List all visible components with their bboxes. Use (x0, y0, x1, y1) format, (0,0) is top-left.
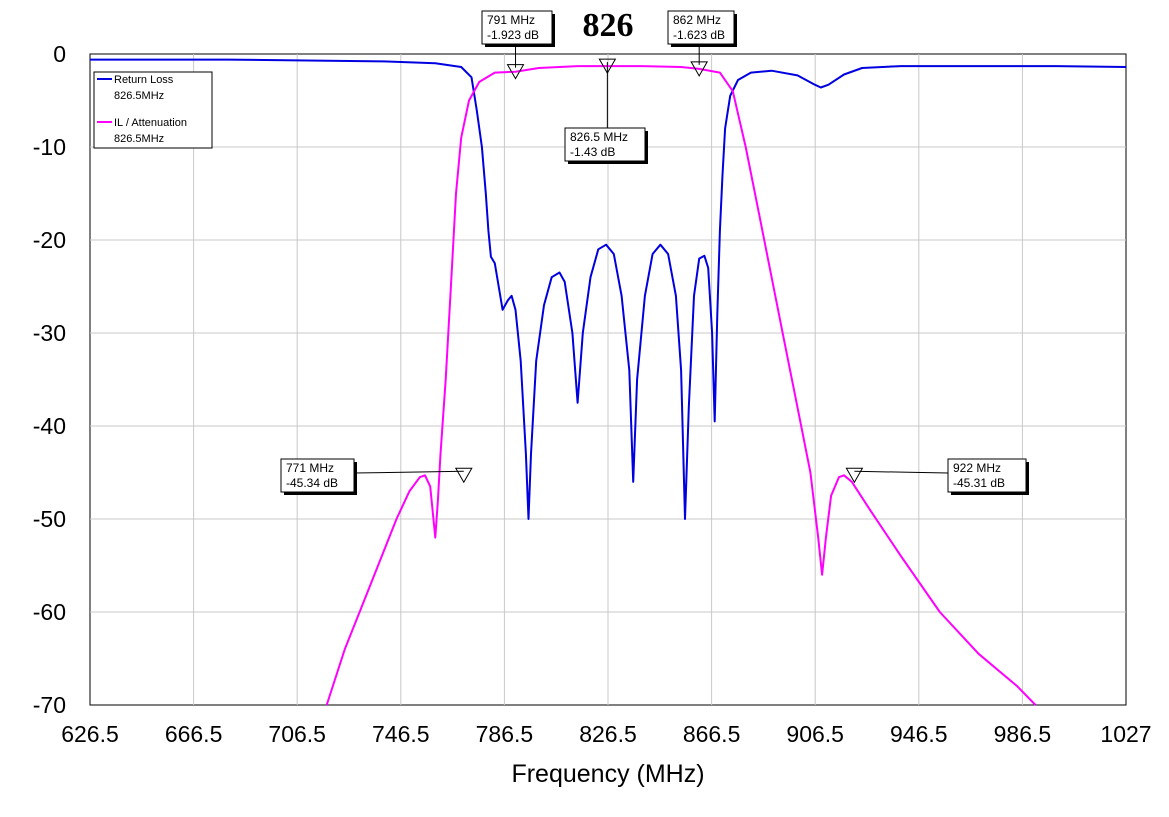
legend-sub-return-loss: 826.5MHz (114, 90, 164, 102)
x-axis-label: Frequency (MHz) (511, 760, 704, 788)
marker-box (667, 10, 735, 45)
y-tick-label: -30 (33, 320, 66, 346)
marker: 922 MHz-45.31 dB (845, 458, 1029, 495)
marker-triangle (506, 64, 525, 80)
marker-leader (353, 470, 464, 474)
marker-value: -1.43 dB (570, 145, 615, 159)
y-tick-label: 0 (53, 41, 66, 67)
series-line-return-loss (90, 58, 1127, 520)
legend-box (93, 71, 213, 149)
legend-label-il: IL / Attenuation (114, 117, 187, 129)
y-tick-label: -40 (33, 413, 66, 439)
marker-frequency: 922 MHz (953, 461, 1001, 475)
marker-triangle (690, 61, 709, 77)
marker-box (564, 127, 646, 162)
x-tick-label: 706.5 (268, 721, 326, 747)
marker: 826.5 MHz-1.43 dB (564, 58, 648, 164)
y-tick-label: -20 (33, 227, 66, 253)
legend: Return Loss 826.5MHz IL / Attenuation 82… (93, 71, 213, 149)
marker-frequency: 862 MHz (673, 13, 721, 27)
marker: 791 MHz-1.923 dB (481, 10, 555, 80)
y-tick-label: -50 (33, 506, 66, 532)
marker-box (280, 458, 355, 493)
marker-box (481, 10, 553, 45)
y-tick-label: -10 (33, 134, 66, 160)
marker-triangle (845, 467, 864, 484)
x-tick-label: 626.5 (61, 721, 119, 747)
x-tick-label: 746.5 (372, 721, 430, 747)
x-tick-label: 986.5 (994, 721, 1052, 747)
y-tick-label: -60 (33, 599, 66, 625)
series-layer (90, 58, 1127, 706)
x-tick-labels: 626.5 666.5 706.5 746.5 786.5 826.5 866.5 906.5… (61, 721, 1151, 747)
x-tick-label: 826.5 (579, 721, 637, 747)
marker-value: -1.923 dB (487, 28, 539, 42)
x-tick-label: 866.5 (683, 721, 741, 747)
x-tick-label: 786.5 (476, 721, 534, 747)
marker-value: -45.34 dB (286, 476, 338, 490)
x-tick-label: 906.5 (786, 721, 844, 747)
marker: 771 MHz-45.34 dB (280, 458, 473, 495)
y-tick-labels: 0 -10 -20 -30 -40 -50 -60 -70 (33, 41, 66, 718)
x-tick-label: 1027 (1100, 721, 1151, 747)
marker-triangle (598, 58, 617, 75)
marker-frequency: 791 MHz (487, 13, 535, 27)
marker-leader (854, 470, 949, 474)
marker-value: -1.623 dB (673, 28, 725, 42)
marker: 862 MHz-1.623 dB (667, 10, 737, 77)
legend-label-return-loss: Return Loss (114, 74, 174, 86)
marker-box (947, 458, 1027, 493)
marker-frequency: 771 MHz (286, 461, 334, 475)
x-tick-label: 666.5 (165, 721, 223, 747)
marker-frequency: 826.5 MHz (570, 130, 628, 144)
marker-triangle (454, 467, 473, 484)
legend-sub-il: 826.5MHz (114, 133, 164, 145)
chart-title: 826 (583, 7, 634, 44)
series-line-il-attenuation (325, 65, 1037, 706)
x-tick-label: 946.5 (890, 721, 948, 747)
marker-value: -45.31 dB (953, 476, 1005, 490)
y-tick-label: -70 (33, 692, 66, 718)
